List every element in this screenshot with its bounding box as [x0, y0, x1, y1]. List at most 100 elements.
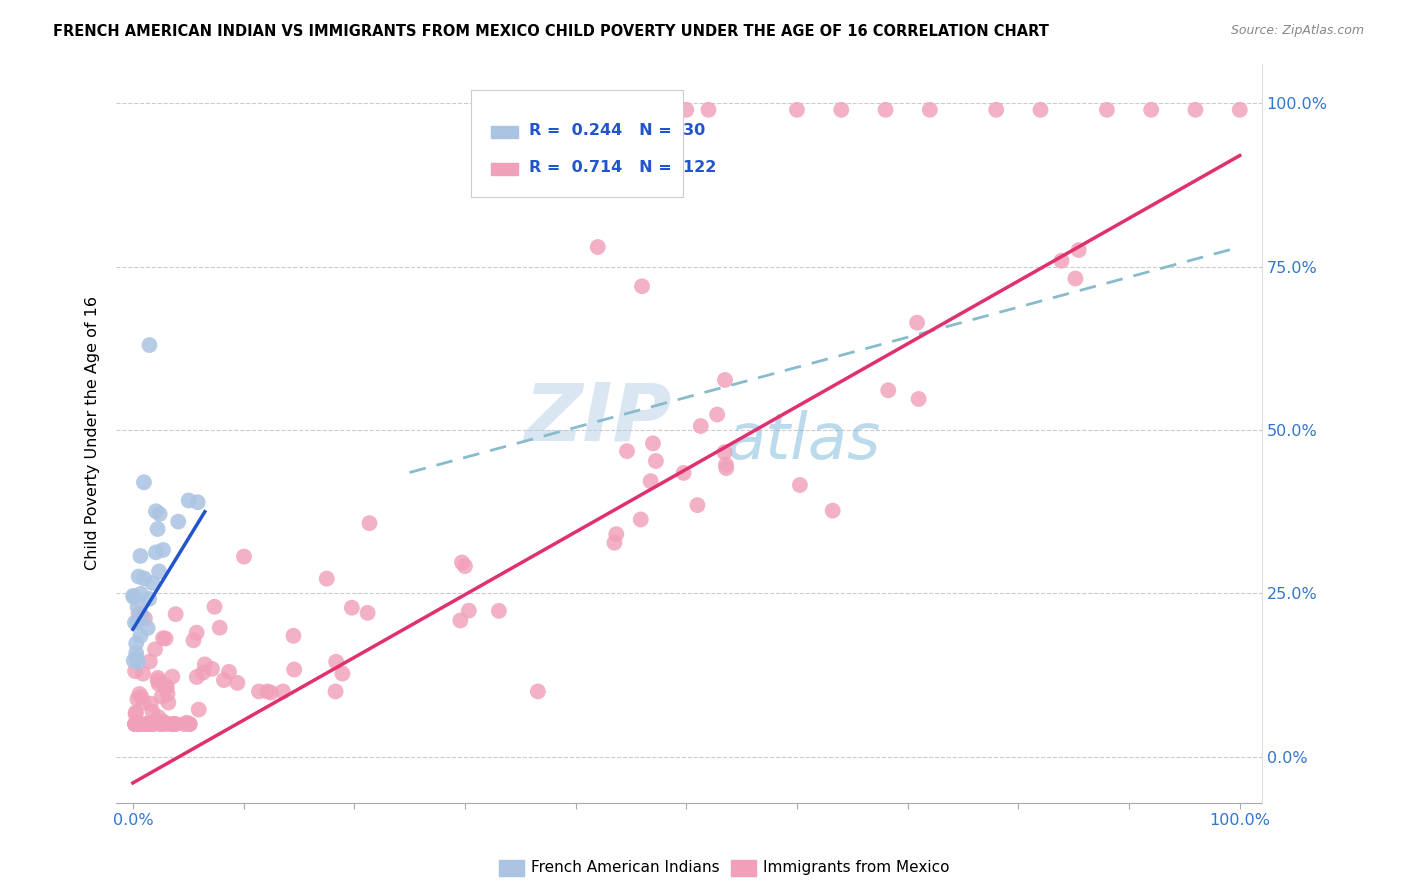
Point: [129, 717, 152, 731]
Point: [131, 608, 153, 623]
Point: [146, 673, 169, 688]
Point: [1140, 103, 1163, 117]
Point: [155, 632, 177, 646]
Point: [907, 392, 929, 406]
Point: [675, 103, 697, 117]
Point: [218, 665, 240, 679]
Point: [135, 717, 157, 731]
Point: [359, 516, 381, 531]
Point: [162, 717, 184, 731]
Point: [124, 717, 146, 731]
Point: [122, 589, 145, 603]
Point: [179, 717, 201, 731]
Point: [128, 717, 150, 731]
Point: [150, 690, 173, 704]
Point: [127, 655, 149, 669]
Point: [186, 625, 208, 640]
Point: [139, 697, 162, 711]
Point: [283, 663, 305, 677]
Point: [586, 240, 609, 254]
Point: [149, 717, 172, 731]
Bar: [491, 163, 517, 175]
Point: [1029, 103, 1052, 117]
Point: [713, 445, 735, 459]
Point: [212, 673, 235, 687]
Point: [139, 655, 162, 669]
Point: [173, 717, 195, 731]
Point: [145, 504, 167, 518]
Point: [156, 680, 179, 694]
Point: [527, 684, 550, 698]
Point: [233, 549, 256, 564]
Point: [165, 717, 187, 731]
Point: [134, 611, 156, 625]
Point: [786, 103, 808, 117]
Point: [1064, 271, 1087, 285]
Point: [457, 604, 479, 618]
Point: [142, 717, 165, 731]
Point: [325, 655, 347, 669]
Point: [689, 419, 711, 434]
Point: [179, 717, 201, 731]
Point: [145, 545, 167, 559]
Point: [122, 654, 145, 668]
Point: [136, 621, 159, 635]
Point: [143, 642, 166, 657]
Point: [142, 576, 165, 591]
Point: [706, 408, 728, 422]
Point: [631, 279, 654, 293]
Point: [124, 717, 146, 731]
Point: [830, 103, 852, 117]
Point: [132, 696, 155, 710]
Point: [586, 103, 609, 117]
Point: [789, 478, 811, 492]
Point: [124, 717, 146, 731]
Point: [125, 651, 148, 665]
Text: R =  0.244   N =  30: R = 0.244 N = 30: [529, 123, 704, 138]
Point: [157, 696, 180, 710]
Point: [194, 657, 217, 672]
Point: [1184, 103, 1206, 117]
Point: [148, 677, 170, 691]
Point: [138, 338, 160, 352]
Point: [605, 527, 627, 541]
Text: R =  0.714   N =  122: R = 0.714 N = 122: [529, 160, 716, 175]
Point: [454, 559, 477, 574]
Point: [125, 615, 148, 629]
Point: [256, 684, 278, 698]
Point: [176, 715, 198, 730]
Point: [201, 662, 224, 676]
Point: [226, 676, 249, 690]
Point: [128, 569, 150, 583]
Point: [520, 148, 543, 162]
Point: [247, 684, 270, 698]
Point: [875, 103, 897, 117]
Point: [332, 666, 354, 681]
Point: [152, 631, 174, 645]
Point: [148, 710, 170, 724]
Point: [127, 717, 149, 731]
Text: French American Indians: French American Indians: [531, 861, 720, 875]
Point: [714, 458, 737, 472]
Point: [821, 503, 844, 517]
Y-axis label: Child Poverty Under the Age of 16: Child Poverty Under the Age of 16: [86, 296, 100, 570]
Point: [131, 690, 153, 704]
Point: [183, 633, 205, 648]
Point: [1229, 103, 1251, 117]
Point: [155, 717, 177, 731]
Point: [1095, 103, 1118, 117]
Point: [641, 436, 664, 450]
Point: [716, 461, 738, 475]
Point: [146, 671, 169, 685]
Point: [148, 507, 170, 521]
Point: [128, 687, 150, 701]
Point: [918, 103, 941, 117]
Point: [616, 444, 638, 458]
Point: [134, 572, 156, 586]
Point: [125, 706, 148, 720]
Point: [150, 717, 173, 731]
Point: [630, 512, 652, 526]
Bar: [491, 126, 517, 138]
Point: [152, 714, 174, 729]
Point: [191, 665, 214, 680]
